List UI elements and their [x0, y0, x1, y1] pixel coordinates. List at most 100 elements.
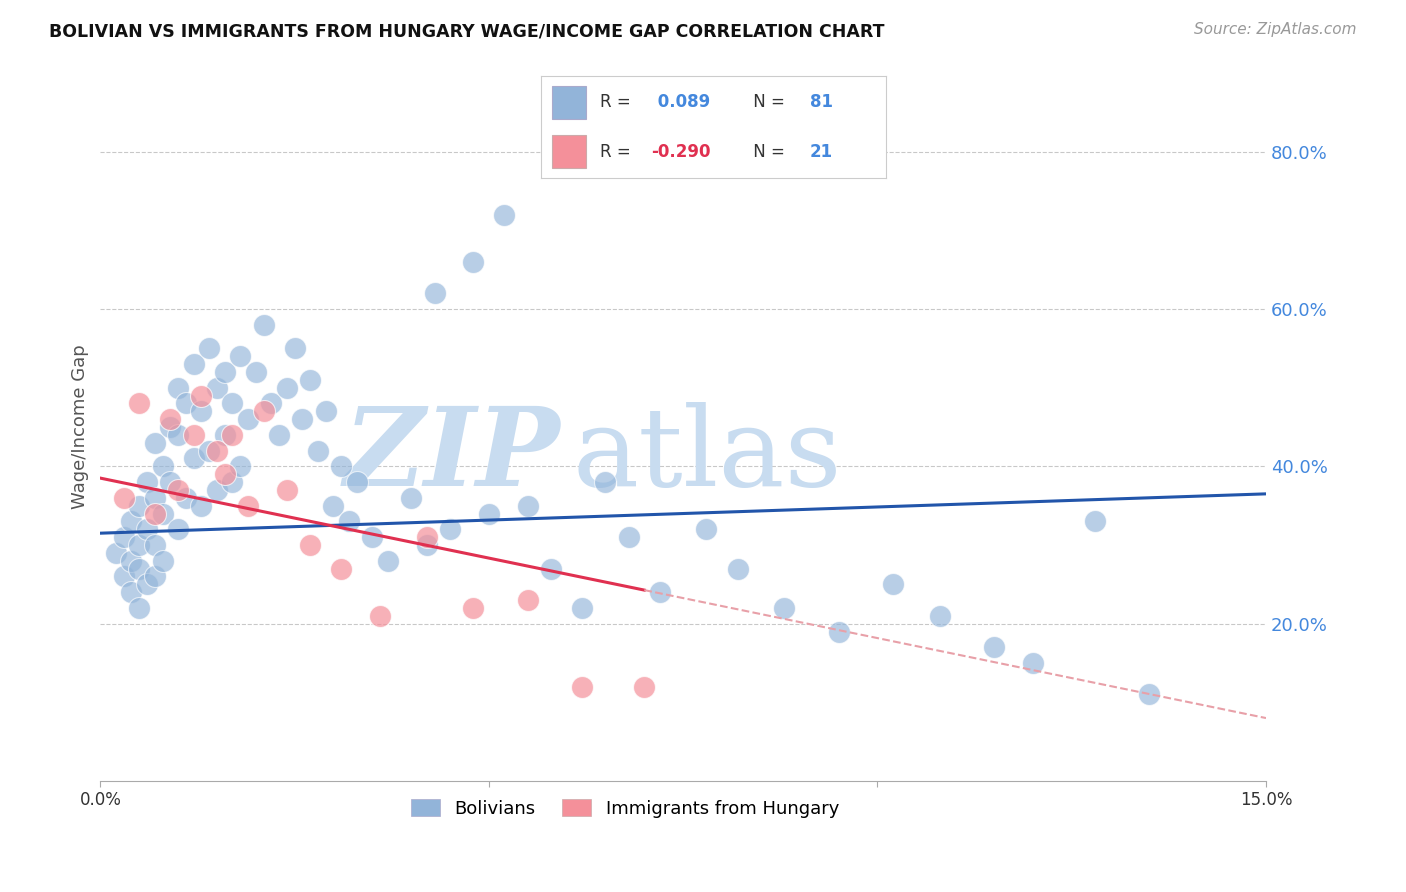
Text: R =: R =: [600, 94, 636, 112]
Point: [128, 561, 150, 575]
Point: [571, 601, 593, 615]
Point: [136, 522, 159, 536]
Point: [152, 554, 174, 568]
Text: N =: N =: [748, 94, 790, 112]
Point: [322, 499, 344, 513]
Point: [198, 341, 221, 355]
Point: [252, 318, 274, 332]
Point: [152, 459, 174, 474]
Point: [516, 593, 538, 607]
Point: [174, 491, 197, 505]
Point: [128, 538, 150, 552]
Point: [143, 435, 166, 450]
Point: [928, 608, 950, 623]
Point: [190, 404, 212, 418]
Y-axis label: Wage/Income Gap: Wage/Income Gap: [72, 344, 89, 509]
Point: [368, 608, 391, 623]
Point: [167, 381, 190, 395]
Point: [299, 373, 322, 387]
Point: [494, 208, 516, 222]
Point: [167, 522, 190, 536]
Point: [190, 499, 212, 513]
Point: [330, 561, 353, 575]
Point: [267, 428, 290, 442]
Text: R =: R =: [600, 143, 636, 161]
Point: [128, 396, 150, 410]
Point: [190, 388, 212, 402]
Point: [516, 499, 538, 513]
Point: [827, 624, 849, 639]
Text: 0.089: 0.089: [651, 94, 710, 112]
Point: [236, 499, 259, 513]
Point: [104, 546, 127, 560]
Point: [214, 428, 236, 442]
Point: [152, 507, 174, 521]
Point: [120, 554, 142, 568]
Point: [143, 538, 166, 552]
Point: [143, 569, 166, 583]
Point: [773, 601, 796, 615]
Point: [221, 396, 243, 410]
Point: [205, 483, 228, 497]
Point: [337, 515, 360, 529]
Point: [120, 515, 142, 529]
Point: [252, 404, 274, 418]
Point: [205, 443, 228, 458]
Text: Source: ZipAtlas.com: Source: ZipAtlas.com: [1194, 22, 1357, 37]
Text: 81: 81: [810, 94, 832, 112]
Point: [571, 680, 593, 694]
Point: [198, 443, 221, 458]
Point: [478, 507, 501, 521]
Point: [214, 365, 236, 379]
Text: atlas: atlas: [572, 401, 842, 508]
Point: [120, 585, 142, 599]
Point: [1022, 656, 1045, 670]
Bar: [551, 87, 586, 119]
Point: [423, 286, 446, 301]
Point: [882, 577, 904, 591]
Point: [648, 585, 671, 599]
Point: [236, 412, 259, 426]
Point: [617, 530, 640, 544]
Point: [346, 475, 368, 489]
Point: [399, 491, 422, 505]
Point: [291, 412, 314, 426]
Text: BOLIVIAN VS IMMIGRANTS FROM HUNGARY WAGE/INCOME GAP CORRELATION CHART: BOLIVIAN VS IMMIGRANTS FROM HUNGARY WAGE…: [49, 22, 884, 40]
Point: [229, 349, 252, 363]
Point: [416, 538, 439, 552]
Bar: [551, 136, 586, 168]
Point: [276, 483, 298, 497]
Point: [439, 522, 461, 536]
Point: [174, 396, 197, 410]
Point: [727, 561, 749, 575]
Point: [260, 396, 283, 410]
Point: [245, 365, 267, 379]
Point: [112, 530, 135, 544]
Text: -0.290: -0.290: [651, 143, 711, 161]
Text: 21: 21: [810, 143, 834, 161]
Point: [136, 577, 159, 591]
Point: [315, 404, 337, 418]
Point: [167, 428, 190, 442]
Point: [183, 428, 205, 442]
Point: [330, 459, 353, 474]
Point: [112, 569, 135, 583]
Point: [136, 475, 159, 489]
Point: [112, 491, 135, 505]
Point: [361, 530, 384, 544]
Point: [633, 680, 655, 694]
Point: [284, 341, 307, 355]
Point: [595, 475, 617, 489]
Point: [128, 601, 150, 615]
Point: [377, 554, 399, 568]
Point: [540, 561, 562, 575]
Point: [695, 522, 717, 536]
Point: [205, 381, 228, 395]
Point: [299, 538, 322, 552]
Legend: Bolivians, Immigrants from Hungary: Bolivians, Immigrants from Hungary: [404, 792, 846, 825]
Point: [128, 499, 150, 513]
Point: [463, 254, 485, 268]
Point: [463, 601, 485, 615]
Point: [167, 483, 190, 497]
Text: N =: N =: [748, 143, 790, 161]
